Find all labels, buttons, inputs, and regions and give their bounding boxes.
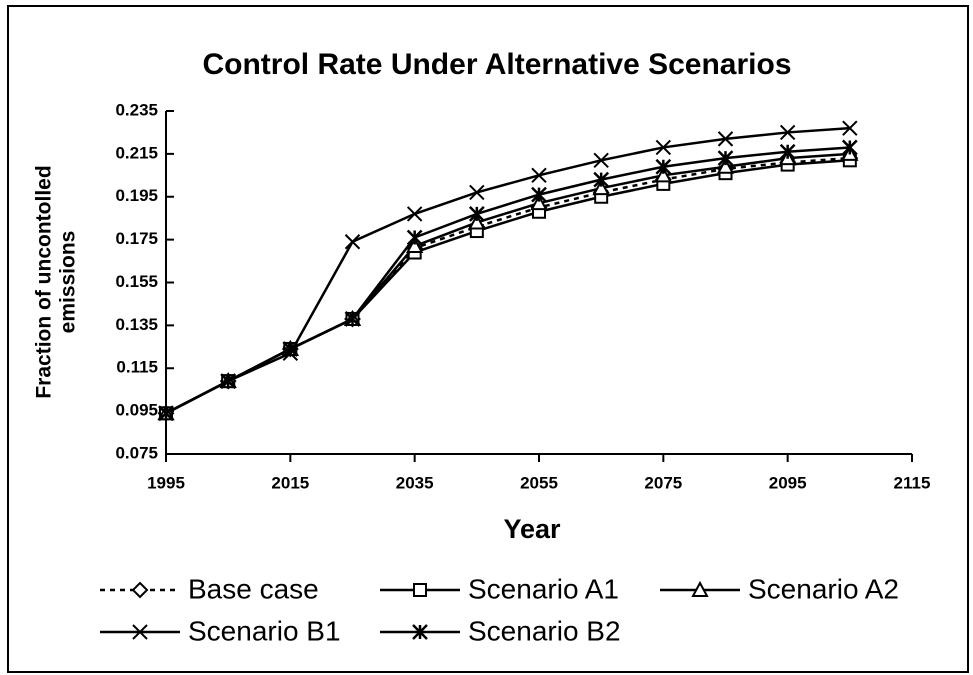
y-tick-label: 0.115 bbox=[116, 358, 158, 377]
marker bbox=[413, 583, 427, 597]
marker bbox=[841, 139, 858, 156]
marker bbox=[468, 206, 485, 222]
marker bbox=[531, 167, 547, 184]
marker bbox=[716, 157, 735, 174]
frame bbox=[7, 5, 969, 673]
y-axis-label-line: Fraction of uncontolled bbox=[33, 165, 56, 398]
legend-item: Scenario B2 bbox=[380, 615, 621, 646]
y-tick-label: 0.135 bbox=[115, 315, 158, 334]
marker bbox=[691, 580, 709, 597]
series-line bbox=[165, 146, 850, 415]
series-line bbox=[165, 156, 850, 415]
marker bbox=[654, 166, 673, 183]
marker bbox=[405, 236, 424, 254]
x-axis-label: Year bbox=[503, 514, 561, 544]
legend-label: Scenario B2 bbox=[468, 615, 621, 646]
marker bbox=[531, 186, 547, 203]
marker bbox=[412, 624, 428, 640]
marker bbox=[593, 152, 609, 169]
marker bbox=[779, 124, 796, 141]
legend-item: Scenario B1 bbox=[100, 615, 341, 646]
legend-label: Scenario A2 bbox=[748, 573, 899, 604]
legend-label: Base case bbox=[188, 573, 319, 604]
x-tick-label: 2015 bbox=[271, 473, 309, 492]
marker bbox=[530, 194, 548, 211]
marker bbox=[592, 179, 610, 196]
x-tick-label: 2095 bbox=[769, 473, 807, 492]
marker bbox=[406, 229, 423, 246]
marker bbox=[344, 311, 361, 327]
y-axis-label-line: emissions bbox=[57, 231, 80, 334]
marker bbox=[593, 171, 610, 188]
marker bbox=[220, 373, 237, 389]
y-tick-label: 0.095 bbox=[115, 401, 158, 420]
y-tick-label: 0.075 bbox=[115, 443, 158, 462]
legend-item: Base case bbox=[100, 573, 319, 604]
legend-label: Scenario B1 bbox=[188, 615, 341, 646]
marker bbox=[468, 213, 486, 230]
marker bbox=[131, 581, 149, 599]
chart-title: Control Rate Under Alternative Scenarios bbox=[202, 48, 791, 81]
marker bbox=[132, 624, 148, 640]
marker bbox=[717, 131, 734, 147]
legend-label: Scenario A1 bbox=[468, 573, 619, 604]
x-tick-label: 2055 bbox=[520, 473, 558, 492]
y-tick-label: 0.235 bbox=[115, 100, 158, 119]
y-tick-label: 0.175 bbox=[115, 229, 158, 248]
marker bbox=[717, 150, 734, 167]
legend-item: Scenario A2 bbox=[660, 573, 899, 604]
marker bbox=[842, 120, 858, 136]
marker bbox=[655, 158, 672, 175]
marker bbox=[282, 341, 299, 357]
marker bbox=[158, 405, 174, 422]
x-tick-label: 2075 bbox=[644, 473, 682, 492]
x-tick-label: 1995 bbox=[147, 473, 185, 492]
x-tick-label: 2115 bbox=[894, 473, 931, 492]
marker bbox=[344, 234, 361, 250]
x-tick-label: 2035 bbox=[396, 473, 434, 492]
y-tick-label: 0.215 bbox=[115, 143, 158, 162]
marker bbox=[655, 139, 672, 156]
marker bbox=[406, 206, 423, 222]
y-tick-label: 0.195 bbox=[115, 186, 158, 205]
y-tick-label: 0.155 bbox=[115, 272, 158, 291]
marker bbox=[469, 184, 485, 201]
series-line bbox=[165, 126, 850, 415]
y-axis-label: Fraction of uncontolled emissions bbox=[33, 165, 80, 398]
marker bbox=[779, 143, 796, 160]
legend-item: Scenario A1 bbox=[380, 573, 619, 604]
